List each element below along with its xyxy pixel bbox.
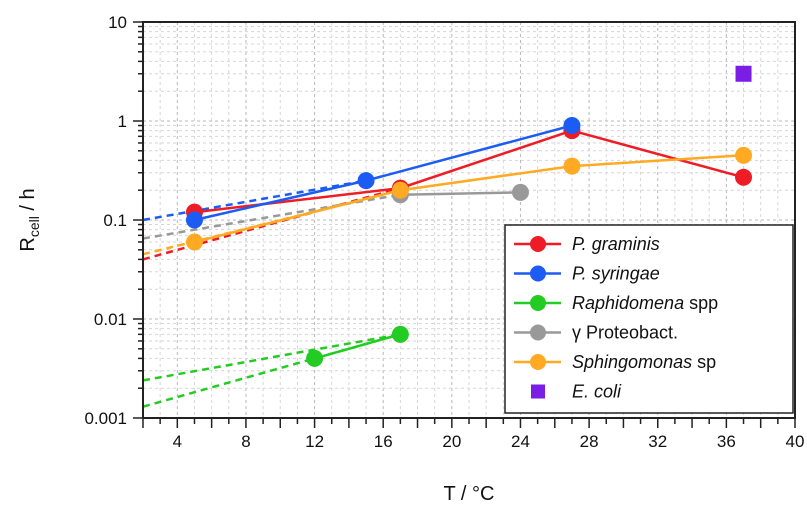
x-tick-label: 4 — [173, 432, 182, 451]
data-point-p-syringae — [357, 172, 375, 190]
legend-item-p-graminis: P. graminis — [514, 234, 660, 254]
legend-label-italic: E. coli — [572, 382, 622, 402]
x-tick-label: 32 — [648, 432, 667, 451]
legend-label: E. coli — [572, 382, 622, 402]
legend-label-italic: P. graminis — [572, 234, 660, 254]
legend-label: γ Proteobact. — [572, 323, 678, 343]
tick-labels: 4 8 12 16 20 24 28 32 36 40 10 1 0.1 0.01 0.001 — [84, 13, 804, 451]
legend-label: Sphingomonas sp — [572, 352, 716, 372]
y-axis-title-main: R — [17, 237, 39, 251]
legend: P. graminis P. syringae Raphidomena spp γ P… — [504, 224, 794, 414]
legend-item-proteobact: γ Proteobact. — [514, 323, 678, 343]
legend-label: P. syringae — [572, 264, 660, 284]
axis-ticks — [133, 21, 796, 428]
legend-marker — [531, 384, 545, 399]
series-line-proteobact — [400, 191, 521, 196]
data-point-raphidomena-spp — [391, 325, 409, 343]
series-p-syringae — [185, 117, 581, 229]
data-point-p-graminis — [735, 168, 753, 186]
data-point-sphingomonas-sp — [563, 157, 581, 175]
legend-marker — [530, 265, 546, 282]
x-tick-label: 28 — [580, 432, 599, 451]
series-line-raphidomena-spp — [314, 333, 401, 360]
legend-label-plain: sp — [692, 352, 716, 372]
legend-label-italic: Sphingomonas — [572, 352, 692, 372]
x-tick-label: 8 — [241, 432, 250, 451]
y-axis-title-sub: cell — [26, 216, 42, 237]
series-e-coli — [735, 65, 752, 82]
y-tick-label: 0.001 — [84, 409, 127, 428]
legend-label-italic: P. syringae — [572, 264, 660, 284]
y-tick-label: 10 — [108, 13, 127, 32]
data-point-sphingomonas-sp — [391, 181, 409, 199]
x-axis-title: T / °C — [444, 483, 495, 505]
series-proteobact — [391, 183, 529, 204]
data-point-sphingomonas-sp — [185, 233, 203, 251]
series-line-p-graminis — [194, 129, 744, 214]
data-point-raphidomena-spp — [306, 349, 324, 367]
extrapolation-p-syringae — [142, 179, 367, 222]
x-tick-label: 24 — [511, 432, 530, 451]
legend-item-raphidomena-spp: Raphidomena spp — [514, 293, 718, 313]
legend-label: P. graminis — [572, 234, 660, 254]
x-tick-label: 40 — [786, 432, 805, 451]
data-point-p-syringae — [185, 211, 203, 229]
legend-box — [504, 224, 794, 414]
x-tick-label: 20 — [442, 432, 461, 451]
series-raphidomena-spp — [306, 325, 409, 367]
legend-marker — [530, 354, 546, 370]
y-axis-title-rest: / h — [17, 188, 39, 216]
y-tick-label: 0.01 — [94, 310, 127, 329]
legend-marker — [530, 295, 546, 311]
legend-item-p-syringae: P. syringae — [514, 264, 660, 284]
data-point-proteobact — [511, 183, 529, 201]
x-tick-label: 36 — [717, 432, 736, 451]
y-tick-label: 1 — [118, 112, 127, 131]
legend-item-e-coli: E. coli — [531, 382, 622, 402]
data-point-sphingomonas-sp — [735, 146, 753, 164]
y-axis-title: Rcell / h — [17, 188, 42, 251]
extrapolation-raphidomena-spp — [142, 333, 401, 382]
legend-label: Raphidomena spp — [572, 293, 718, 313]
legend-item-sphingomonas-sp: Sphingomonas sp — [514, 352, 716, 372]
series-lines — [185, 65, 753, 367]
data-point-p-syringae — [563, 117, 581, 135]
y-tick-label: 0.1 — [103, 211, 127, 230]
legend-label-plain: γ Proteobact. — [572, 323, 678, 343]
series-line-sphingomonas-sp — [194, 154, 744, 244]
x-tick-label: 12 — [305, 432, 324, 451]
legend-marker — [530, 236, 546, 252]
series-sphingomonas-sp — [185, 146, 753, 251]
legend-marker — [530, 324, 546, 341]
x-tick-label: 16 — [374, 432, 393, 451]
legend-label-italic: Raphidomena — [572, 293, 684, 313]
extrapolation-lines — [142, 179, 401, 408]
legend-label-plain: spp — [684, 293, 718, 313]
data-point-e-coli — [735, 65, 752, 82]
